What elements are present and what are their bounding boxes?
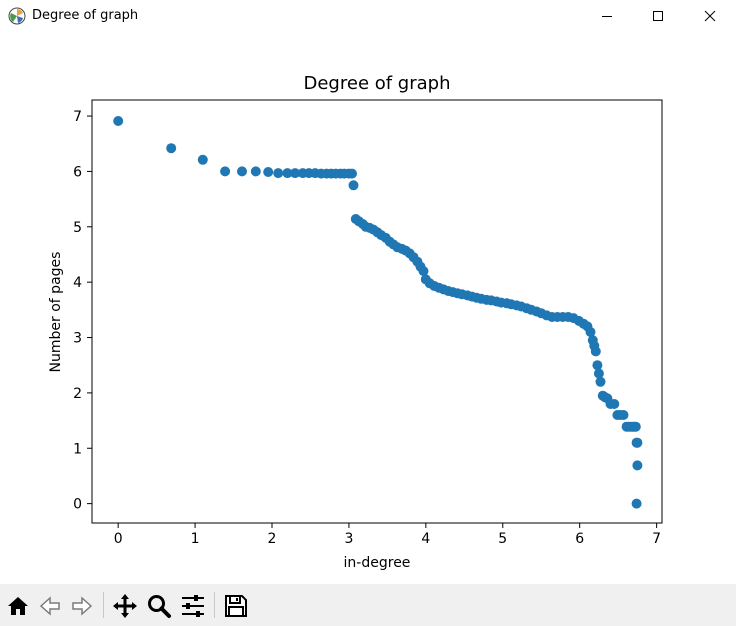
- forward-icon: [72, 596, 93, 616]
- home-icon: [8, 597, 28, 615]
- home-button[interactable]: [4, 592, 32, 620]
- x-tick-label: 1: [191, 531, 200, 547]
- forward-button[interactable]: [68, 592, 96, 620]
- data-point: [250, 166, 261, 177]
- y-axis-ticks: 0 1 2 3 4 5 6 7: [73, 109, 92, 513]
- save-button[interactable]: [222, 592, 250, 620]
- data-point: [585, 327, 596, 337]
- data-point: [220, 166, 231, 177]
- back-icon: [39, 596, 60, 616]
- data-point: [418, 266, 429, 277]
- data-point: [632, 460, 643, 471]
- data-point: [166, 143, 177, 154]
- x-tick-label: 5: [498, 531, 507, 547]
- x-tick-label: 6: [575, 531, 584, 547]
- configure-subplots-button[interactable]: [179, 592, 207, 620]
- data-point: [348, 180, 359, 191]
- title-bar: Degree of graph: [0, 0, 736, 32]
- y-tick-label: 7: [73, 109, 82, 125]
- data-point: [273, 168, 284, 179]
- data-point: [630, 421, 641, 432]
- matplotlib-figure-icon: [8, 7, 26, 25]
- x-axis-label: in-degree: [344, 555, 411, 571]
- x-tick-label: 3: [344, 531, 353, 547]
- data-point: [282, 168, 293, 179]
- y-tick-label: 0: [73, 497, 82, 513]
- y-axis-label: Number of pages: [48, 252, 64, 373]
- close-icon: [704, 10, 716, 22]
- y-tick-label: 1: [73, 441, 82, 457]
- figure-canvas[interactable]: Degree of graph 0 1 2 3 4 5 6 7 0 1 2 3 4 5 6 7 in-deg…: [0, 32, 736, 584]
- data-point: [290, 168, 301, 179]
- toolbar-separator: [103, 592, 104, 618]
- zoom-icon: [148, 595, 171, 618]
- data-points: [113, 116, 643, 509]
- scatter-plot: Degree of graph 0 1 2 3 4 5 6 7 0 1 2 3 4 5 6 7 in-deg…: [48, 73, 663, 571]
- navigation-toolbar: [0, 584, 736, 626]
- y-tick-label: 5: [73, 220, 82, 236]
- toolbar-separator: [214, 592, 215, 618]
- data-point: [609, 399, 620, 409]
- pan-button[interactable]: [111, 592, 139, 620]
- y-tick-label: 4: [73, 275, 82, 291]
- data-point: [632, 437, 643, 448]
- data-point: [618, 410, 629, 420]
- configure-subplots-icon: [182, 595, 204, 617]
- close-button[interactable]: [687, 0, 733, 32]
- x-tick-label: 4: [421, 531, 430, 547]
- data-point: [237, 166, 247, 177]
- x-tick-label: 0: [114, 531, 123, 547]
- y-tick-label: 2: [73, 386, 82, 402]
- pan-icon: [113, 594, 137, 618]
- back-button[interactable]: [36, 592, 64, 620]
- zoom-button[interactable]: [145, 592, 173, 620]
- save-icon: [225, 595, 247, 617]
- minimize-button[interactable]: [584, 0, 630, 32]
- data-point: [595, 376, 606, 387]
- plot-frame: [91, 99, 663, 524]
- x-tick-label: 2: [268, 531, 277, 547]
- data-point: [590, 346, 601, 357]
- chart-title: Degree of graph: [304, 73, 451, 94]
- data-point: [263, 167, 274, 177]
- data-point: [113, 116, 124, 126]
- y-tick-label: 6: [73, 164, 82, 180]
- window-title: Degree of graph: [32, 8, 139, 23]
- data-point: [631, 498, 642, 509]
- minimize-icon: [602, 16, 612, 17]
- maximize-button[interactable]: [635, 0, 681, 32]
- data-point: [592, 360, 603, 371]
- x-axis-ticks: 0 1 2 3 4 5 6 7: [114, 523, 661, 547]
- data-point: [593, 368, 604, 379]
- data-point: [347, 168, 357, 179]
- x-tick-label: 7: [652, 531, 661, 547]
- y-tick-label: 3: [73, 331, 82, 347]
- maximize-icon: [653, 11, 663, 21]
- data-point: [197, 154, 208, 165]
